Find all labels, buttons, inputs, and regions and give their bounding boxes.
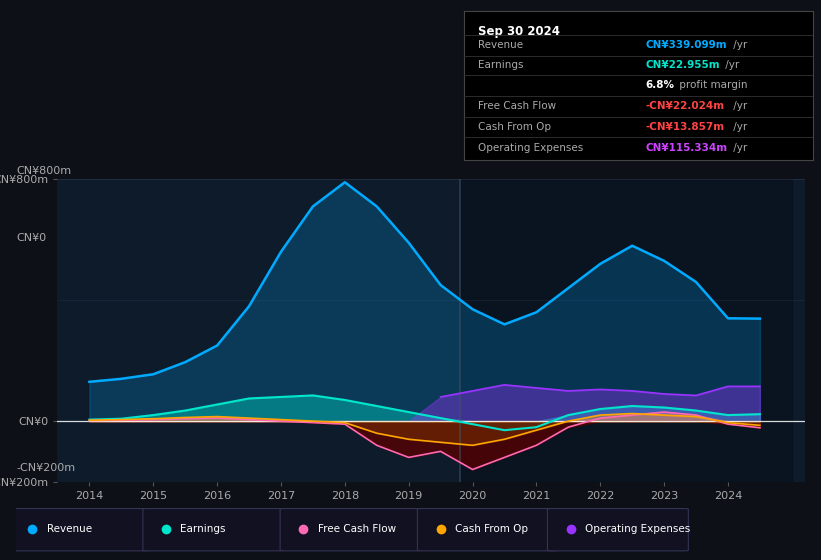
Bar [460, 179, 791, 482]
FancyBboxPatch shape [548, 508, 688, 551]
Text: /yr: /yr [730, 40, 747, 50]
Text: /yr: /yr [730, 101, 747, 111]
Text: Operating Expenses: Operating Expenses [585, 524, 690, 534]
Text: CN¥800m: CN¥800m [16, 166, 71, 176]
Text: Revenue: Revenue [478, 40, 523, 50]
FancyBboxPatch shape [417, 508, 558, 551]
FancyBboxPatch shape [9, 508, 150, 551]
Text: CN¥22.955m: CN¥22.955m [645, 60, 720, 71]
Text: Sep 30 2024: Sep 30 2024 [478, 25, 560, 38]
Text: /yr: /yr [730, 143, 747, 153]
Text: -CN¥200m: -CN¥200m [16, 463, 76, 473]
Text: /yr: /yr [722, 60, 740, 71]
Text: /yr: /yr [730, 122, 747, 132]
Text: Free Cash Flow: Free Cash Flow [318, 524, 396, 534]
Text: CN¥115.334m: CN¥115.334m [645, 143, 727, 153]
Text: CN¥339.099m: CN¥339.099m [645, 40, 727, 50]
FancyBboxPatch shape [143, 508, 284, 551]
Text: Free Cash Flow: Free Cash Flow [478, 101, 556, 111]
Text: Cash From Op: Cash From Op [478, 122, 551, 132]
Text: Cash From Op: Cash From Op [455, 524, 528, 534]
Text: profit margin: profit margin [676, 81, 747, 90]
FancyBboxPatch shape [280, 508, 421, 551]
Text: -CN¥13.857m: -CN¥13.857m [645, 122, 724, 132]
Text: Earnings: Earnings [478, 60, 523, 71]
Text: Earnings: Earnings [181, 524, 226, 534]
Text: Operating Expenses: Operating Expenses [478, 143, 583, 153]
Text: -CN¥22.024m: -CN¥22.024m [645, 101, 724, 111]
Text: Revenue: Revenue [47, 524, 92, 534]
Text: 6.8%: 6.8% [645, 81, 674, 90]
Text: CN¥0: CN¥0 [16, 233, 47, 243]
